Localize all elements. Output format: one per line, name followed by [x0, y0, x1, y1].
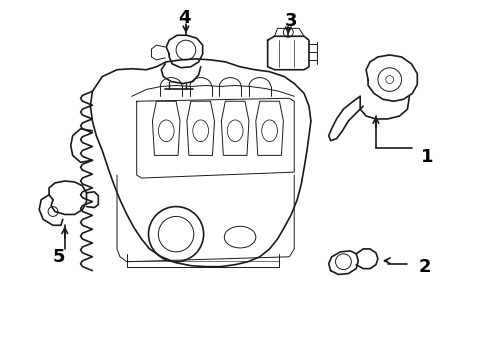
- Text: 3: 3: [285, 12, 297, 30]
- Text: 2: 2: [418, 258, 430, 276]
- Text: 1: 1: [420, 148, 432, 166]
- Text: 4: 4: [178, 9, 191, 27]
- Text: 5: 5: [53, 248, 65, 266]
